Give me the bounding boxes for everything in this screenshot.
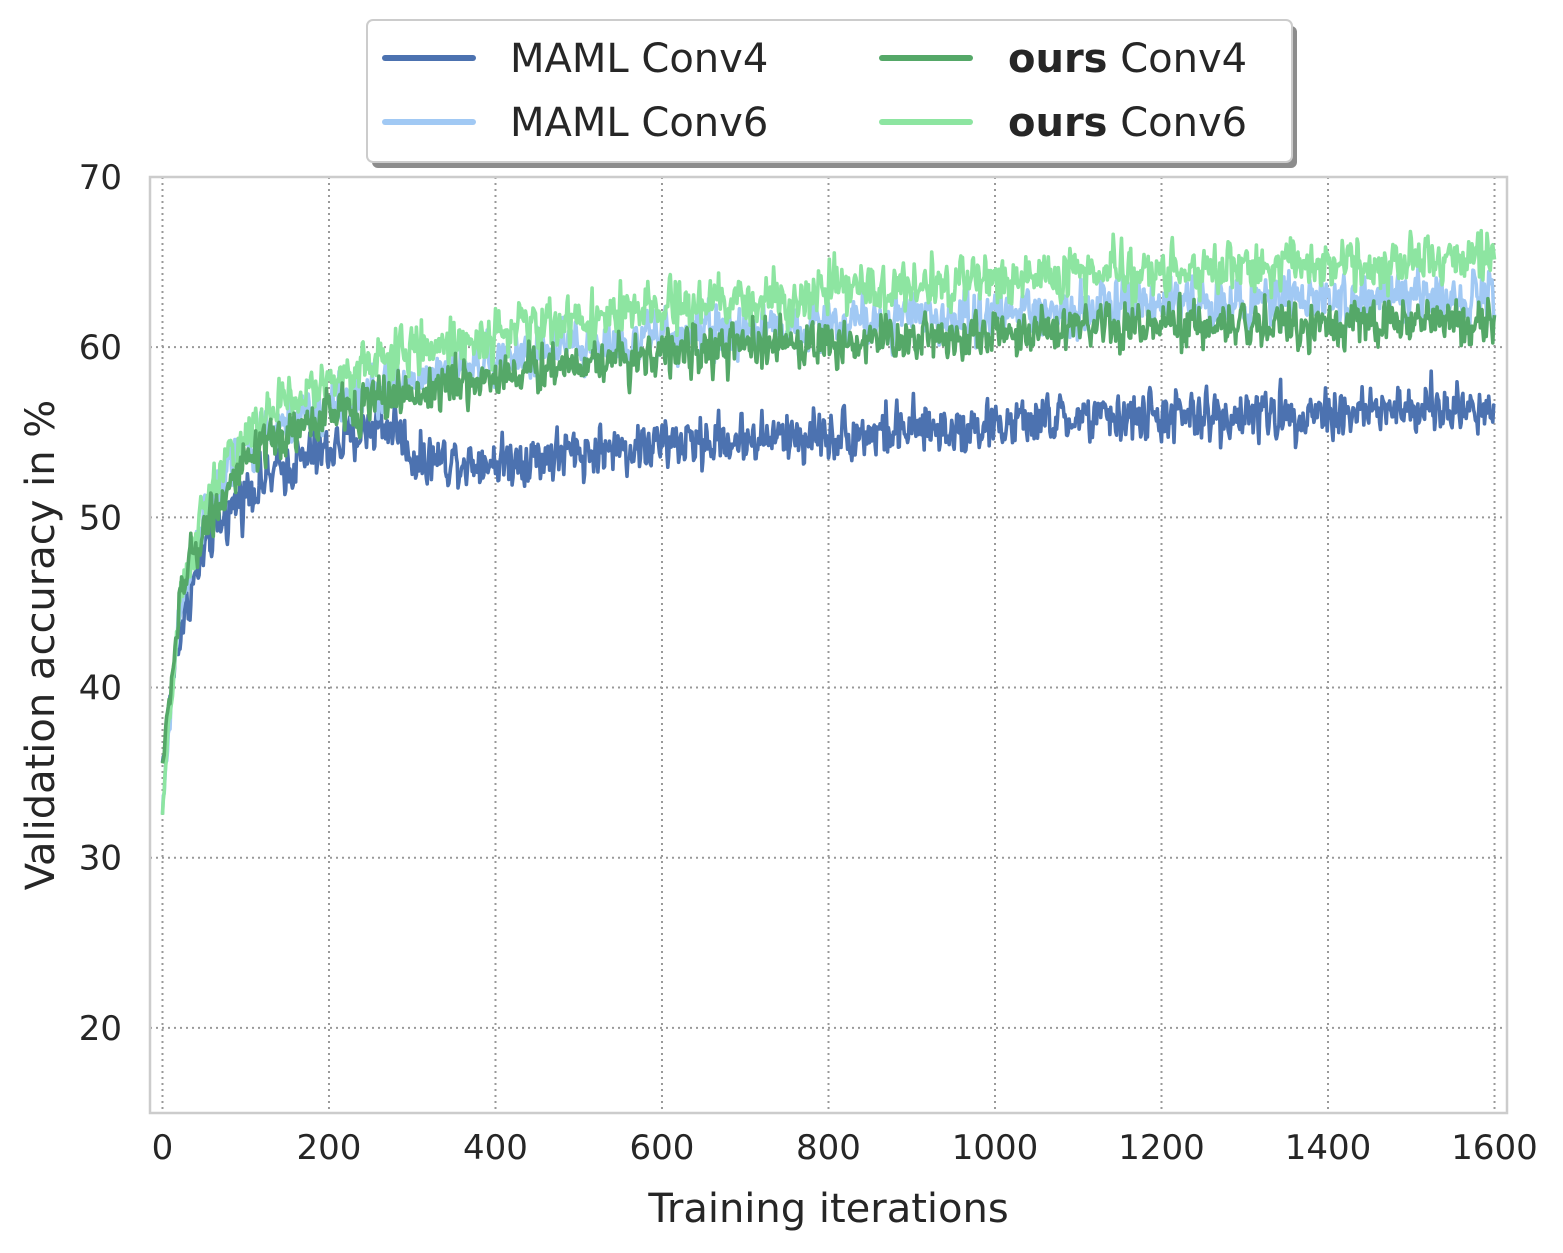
x-tick-label: 0 <box>152 1128 174 1168</box>
legend-label-rest: MAML Conv6 <box>510 100 768 146</box>
x-tick-label: 1200 <box>1118 1128 1205 1168</box>
x-tick-label: 1400 <box>1285 1128 1372 1168</box>
plot-frame <box>148 175 1509 1115</box>
series-line-2 <box>160 291 1497 764</box>
x-tick-label: 800 <box>796 1128 861 1168</box>
x-tick-label: 600 <box>630 1128 695 1168</box>
series-line-3 <box>160 228 1497 815</box>
legend-label: MAML Conv6 <box>510 100 768 146</box>
x-tick-label: 1000 <box>952 1128 1039 1168</box>
legend-label-rest: Conv6 <box>1108 100 1248 146</box>
y-tick-label: 50 <box>79 498 122 538</box>
legend-label-rest: MAML Conv4 <box>510 36 768 82</box>
x-tick-label: 1600 <box>1451 1128 1538 1168</box>
y-tick-label: 40 <box>79 669 122 709</box>
x-tick-label: 200 <box>297 1128 362 1168</box>
legend-label: ours Conv6 <box>1008 100 1247 146</box>
legend-label-rest: Conv4 <box>1108 36 1248 82</box>
x-tick-label: 400 <box>463 1128 528 1168</box>
legend-label-bold: ours <box>1008 36 1108 82</box>
legend-label: ours Conv4 <box>1008 36 1247 82</box>
legend-label: MAML Conv4 <box>510 36 768 82</box>
y-axis-title: Validation accuracy in % <box>18 400 64 891</box>
y-tick-label: 70 <box>79 158 122 198</box>
legend-box <box>366 19 1293 163</box>
series-layer <box>160 228 1497 815</box>
series-line-0 <box>160 369 1496 763</box>
tick-labels: 0 200 400 600 800 1000 1200 1400 1600 20 30 40 50 60 7… <box>79 158 1538 1168</box>
y-tick-label: 30 <box>79 839 122 879</box>
y-tick-label: 20 <box>79 1009 122 1049</box>
y-tick-label: 60 <box>79 328 122 368</box>
legend-label-bold: ours <box>1008 100 1108 146</box>
x-axis-title: Training iterations <box>647 1186 1008 1232</box>
